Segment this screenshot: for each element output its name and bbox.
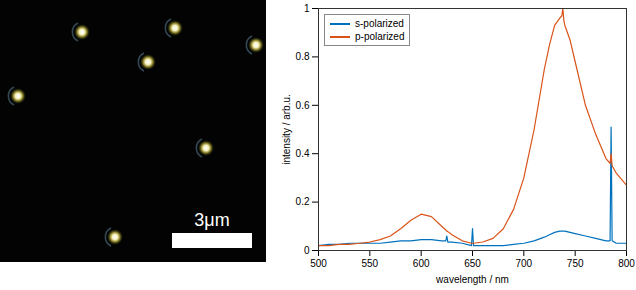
svg-text:1: 1	[304, 3, 310, 14]
svg-text:750: 750	[567, 258, 584, 269]
svg-text:650: 650	[464, 258, 481, 269]
svg-text:intensity / arb.u.: intensity / arb.u.	[281, 94, 292, 165]
html-text:s-polarized: s-polarized	[355, 18, 404, 29]
svg-text:0.4: 0.4	[296, 148, 310, 159]
svg-text:550: 550	[361, 258, 378, 269]
svg-text:wavelength / nm: wavelength / nm	[435, 274, 509, 285]
svg-text:0: 0	[304, 245, 310, 256]
svg-text:500: 500	[310, 258, 327, 269]
svg-text:600: 600	[413, 258, 430, 269]
svg-text:800: 800	[618, 258, 635, 269]
svg-text:3μm: 3μm	[194, 210, 229, 230]
svg-text:0.8: 0.8	[296, 51, 310, 62]
html-text:p-polarized: p-polarized	[355, 31, 405, 42]
svg-text:0.6: 0.6	[296, 100, 310, 111]
svg-text:0.2: 0.2	[296, 196, 310, 207]
svg-text:700: 700	[515, 258, 532, 269]
